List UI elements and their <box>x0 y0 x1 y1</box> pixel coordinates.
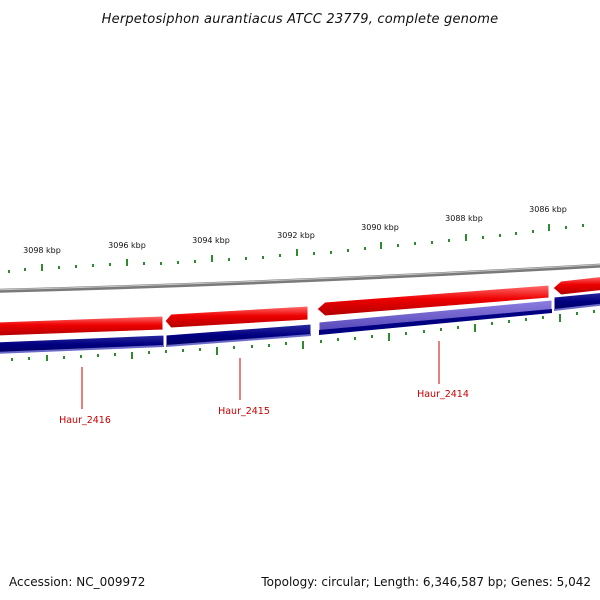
scale-tick-major <box>296 249 298 256</box>
scale-tick-major <box>380 242 382 249</box>
genome-summary-text: Topology: circular; Length: 6,346,587 bp… <box>260 575 591 589</box>
reverse-strand-track <box>0 292 600 355</box>
gene-label[interactable]: Haur_2414 <box>417 389 469 400</box>
lower-scale <box>11 310 595 361</box>
genome-title: Herpetosiphon aurantiacus ATCC 23779, co… <box>102 12 499 27</box>
scale-label: 3092 kbp <box>277 231 315 240</box>
cds-forward[interactable] <box>316 284 550 317</box>
forward-strand-track <box>0 276 600 337</box>
cds-forward[interactable] <box>164 305 309 329</box>
cds-reverse[interactable] <box>319 309 552 335</box>
scale-tick-major <box>302 341 304 349</box>
cds-forward[interactable] <box>0 315 164 337</box>
scale-tick-major <box>548 224 550 231</box>
scale-tick-major <box>131 352 133 359</box>
scale-tick-major <box>474 324 476 332</box>
scale-label: 3096 kbp <box>108 241 146 250</box>
scale-tick-major <box>559 314 561 322</box>
gene-label[interactable]: Haur_2416 <box>59 415 111 426</box>
scale-tick-major <box>41 264 43 271</box>
scale-tick-major <box>46 355 48 361</box>
gene-leaders <box>81 341 440 409</box>
upper-scale <box>8 224 584 273</box>
scale-label: 3088 kbp <box>445 214 483 223</box>
scale-tick-major <box>465 234 467 241</box>
genome-backbone <box>0 263 600 293</box>
scale-label: 3090 kbp <box>361 223 399 232</box>
scale-tick-major <box>216 347 218 355</box>
scale-label: 3094 kbp <box>192 236 230 245</box>
accession-text: Accession: NC_009972 <box>9 575 145 589</box>
scale-tick-major <box>211 255 213 262</box>
cds-forward[interactable] <box>552 276 600 296</box>
scale-tick-major <box>126 259 128 266</box>
scale-label: 3098 kbp <box>23 246 61 255</box>
scale-tick-major <box>388 333 390 341</box>
scale-label: 3086 kbp <box>529 205 567 214</box>
gene-label[interactable]: Haur_2415 <box>218 406 270 417</box>
